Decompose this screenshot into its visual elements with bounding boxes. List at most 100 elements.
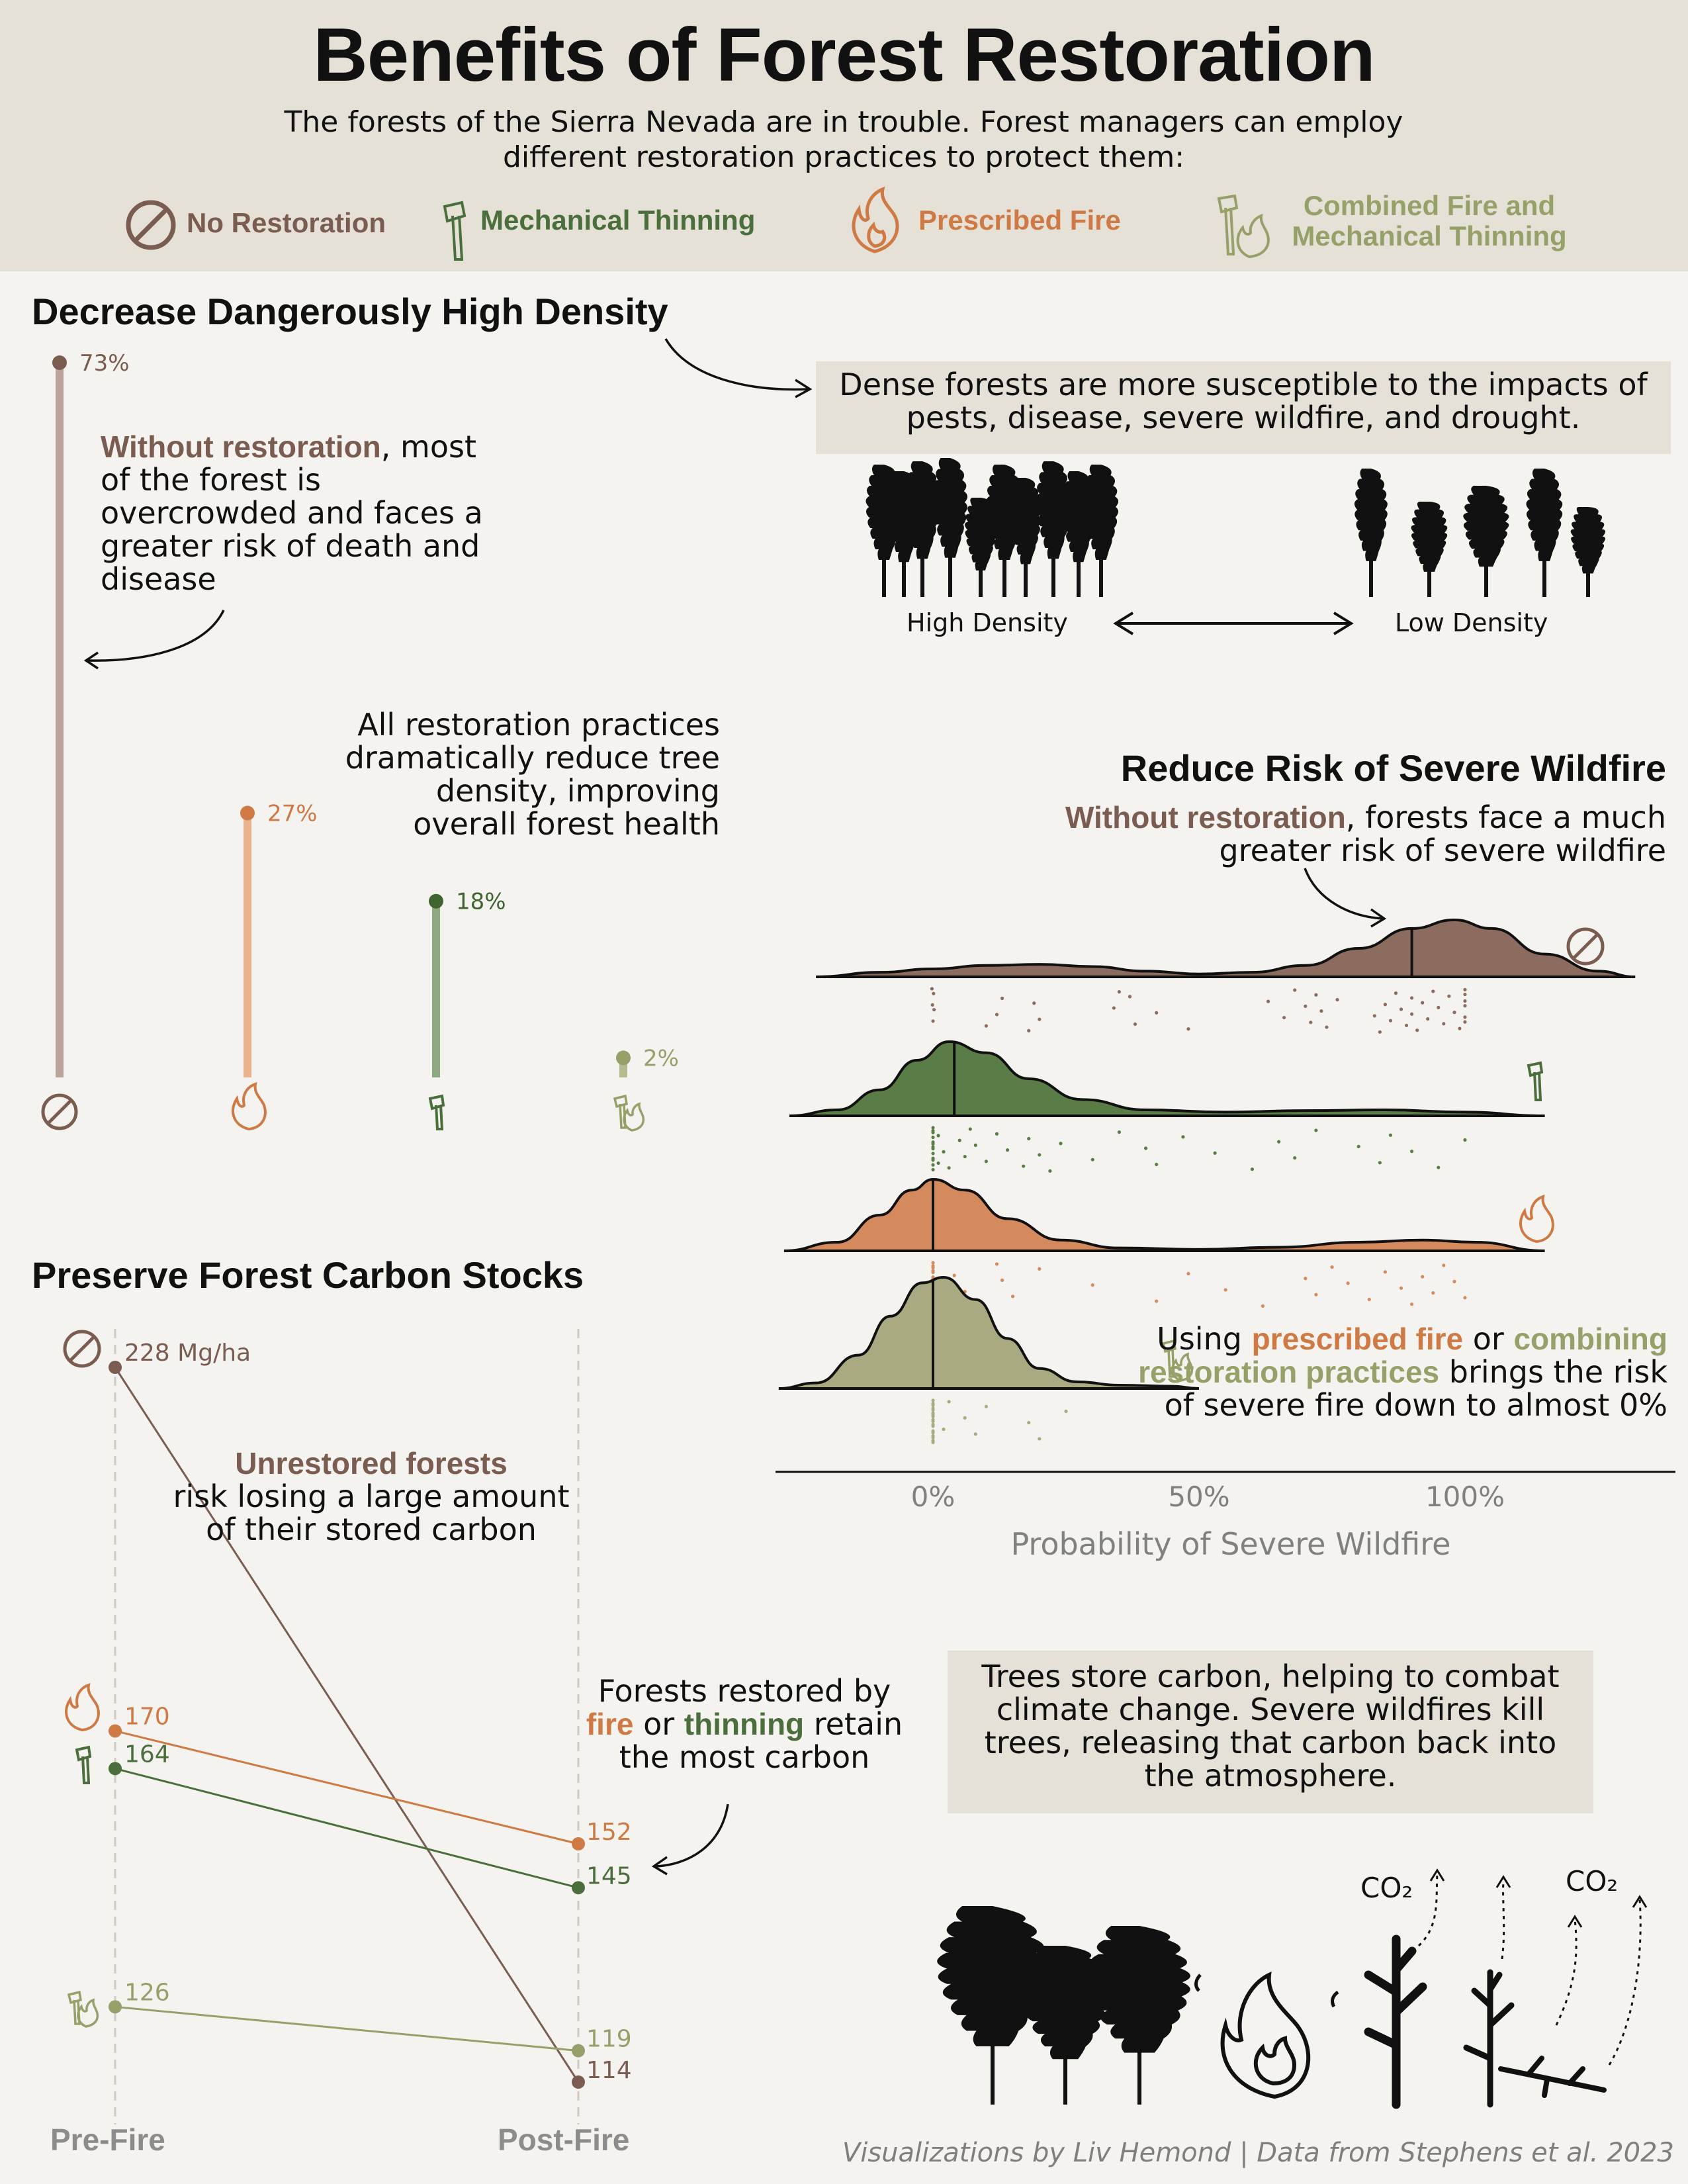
ridge-point bbox=[1027, 1421, 1031, 1425]
low-density-trees-icon bbox=[1354, 469, 1606, 597]
ridge-point bbox=[995, 1262, 999, 1266]
wildfire-x-tick: 0% bbox=[911, 1480, 955, 1513]
legend-prescribed-fire: Prescribed Fire bbox=[918, 205, 1121, 236]
tree-crown bbox=[1022, 1946, 1109, 2060]
ridge-point bbox=[1038, 1153, 1042, 1157]
ridge-point bbox=[1250, 1167, 1254, 1171]
density-bars: 73% 27% 18% 2% bbox=[52, 350, 679, 1077]
ridge-no-restoration-icon bbox=[1566, 927, 1605, 966]
carbon-axe-icon bbox=[75, 1745, 92, 1784]
ridge-point bbox=[1421, 1001, 1425, 1005]
ridge-point bbox=[1155, 1299, 1159, 1303]
tree-trunk bbox=[948, 552, 952, 597]
ridge-point bbox=[1309, 1021, 1313, 1024]
tree-crown bbox=[1088, 1926, 1190, 2053]
tree-trunk bbox=[920, 553, 924, 597]
ridge-point bbox=[1155, 1011, 1159, 1015]
ridge-density bbox=[778, 1275, 1200, 1390]
tree-crown bbox=[932, 458, 968, 558]
wildfire-note2-pre: Using bbox=[1157, 1321, 1252, 1357]
wildfire-note-bold: Without restoration bbox=[1065, 800, 1346, 835]
ridge-point bbox=[1378, 1161, 1382, 1165]
ridge-point bbox=[1038, 1267, 1042, 1271]
ridge-point bbox=[957, 1138, 961, 1142]
tree-trunk bbox=[1427, 566, 1431, 597]
tree-crown bbox=[937, 1906, 1047, 2046]
density-bar-label: 2% bbox=[643, 1045, 679, 1071]
carbon-label-pre: 164 bbox=[124, 1741, 170, 1768]
carbon-note2-pre: Forests restored by bbox=[598, 1673, 891, 1709]
tree-trunk bbox=[902, 557, 906, 597]
ridge-point bbox=[931, 1275, 935, 1279]
tree-trunk bbox=[979, 565, 983, 597]
ridge-fire-icon bbox=[1519, 1194, 1554, 1244]
carbon-slope-line bbox=[114, 2005, 579, 2052]
ridge-point bbox=[984, 1024, 988, 1028]
carbon-point-pre bbox=[109, 1361, 122, 1374]
ridge-point bbox=[1038, 1437, 1042, 1441]
density-axis-no-restoration-icon bbox=[41, 1093, 78, 1130]
density-scale-arrow bbox=[1113, 612, 1354, 635]
density-info-box: Dense forests are more susceptible to th… bbox=[816, 361, 1671, 454]
density-note-text: , most of the forest is overcrowded and … bbox=[101, 429, 483, 597]
ridge-point bbox=[1442, 1022, 1446, 1026]
density-bar-label: 18% bbox=[456, 889, 506, 915]
tree-trunk bbox=[1002, 555, 1006, 597]
carbon-label-post: 152 bbox=[586, 1819, 632, 1846]
ridge-point bbox=[1383, 1270, 1387, 1274]
ridge-point bbox=[1032, 1001, 1036, 1005]
ridge-point bbox=[1181, 1135, 1185, 1139]
axe-icon bbox=[443, 201, 466, 261]
tree-trunk bbox=[1063, 2054, 1067, 2105]
ridge-point bbox=[1277, 1140, 1281, 1144]
ridge-axe-fire-icon bbox=[1161, 1339, 1194, 1382]
ridge-point bbox=[1266, 999, 1270, 1003]
ridge-point bbox=[1410, 1302, 1414, 1306]
ridge-point bbox=[1404, 1023, 1409, 1028]
ridge-point bbox=[931, 1145, 935, 1149]
ridge-point bbox=[931, 1163, 935, 1167]
ridge-point bbox=[1059, 1142, 1063, 1146]
density-note-arrow bbox=[87, 610, 225, 662]
ridge-point bbox=[968, 1127, 972, 1131]
carbon-note-bold: Unrestored forests bbox=[235, 1446, 508, 1480]
tree-crown bbox=[1463, 486, 1509, 567]
ridge-point bbox=[1314, 1293, 1318, 1297]
ridge-point bbox=[973, 1143, 977, 1147]
ridge-point bbox=[1000, 996, 1004, 1001]
wildfire-note2-or: or bbox=[1463, 1321, 1514, 1357]
carbon-axe-fire-icon bbox=[67, 1990, 99, 2028]
density-section-title: Decrease Dangerously High Density bbox=[32, 291, 668, 332]
ridge-point bbox=[1378, 1030, 1382, 1034]
tree-trunk bbox=[1542, 555, 1546, 597]
ridge-point bbox=[931, 1135, 935, 1140]
ridge-point bbox=[1090, 1283, 1094, 1287]
ridge-point bbox=[1027, 1028, 1031, 1032]
ridge-point bbox=[1415, 1028, 1419, 1032]
ridge-point bbox=[1330, 1265, 1334, 1269]
ridge-point bbox=[930, 987, 934, 991]
ridge-point bbox=[1463, 1015, 1467, 1019]
ridge-point bbox=[931, 1156, 935, 1160]
ridge-point bbox=[936, 1134, 940, 1138]
ridge-point bbox=[1463, 1296, 1467, 1300]
wildfire-note2-post: brings the risk of severe fire down to a… bbox=[1164, 1354, 1667, 1423]
ridge-point bbox=[1027, 1136, 1031, 1141]
carbon-note2-fire: fire bbox=[586, 1707, 634, 1741]
ridge-point bbox=[1463, 1004, 1467, 1008]
tree-trunk bbox=[1099, 555, 1103, 597]
ridge-point bbox=[1388, 1133, 1393, 1137]
ridge-point bbox=[1463, 999, 1467, 1003]
wildfire-note-arrow bbox=[1304, 868, 1384, 920]
fire-icon bbox=[852, 187, 899, 253]
carbon-info-box: Trees store carbon, helping to combat cl… bbox=[948, 1651, 1593, 1813]
carbon-slope-lines: 228 Mg/ha 114 170 152 164 145 126 119 bbox=[109, 1340, 632, 2089]
ridge-point bbox=[973, 1432, 977, 1436]
wildfire-note2-combined: combining restoration practices bbox=[1138, 1322, 1667, 1389]
tree-crown bbox=[1526, 469, 1563, 561]
density-axis-fire-icon bbox=[232, 1081, 267, 1131]
tree-trunk bbox=[991, 2041, 995, 2105]
high-density-label: High Density bbox=[907, 608, 1068, 637]
density-title-arrowhead bbox=[795, 379, 813, 398]
ridge-point bbox=[1426, 1017, 1430, 1021]
